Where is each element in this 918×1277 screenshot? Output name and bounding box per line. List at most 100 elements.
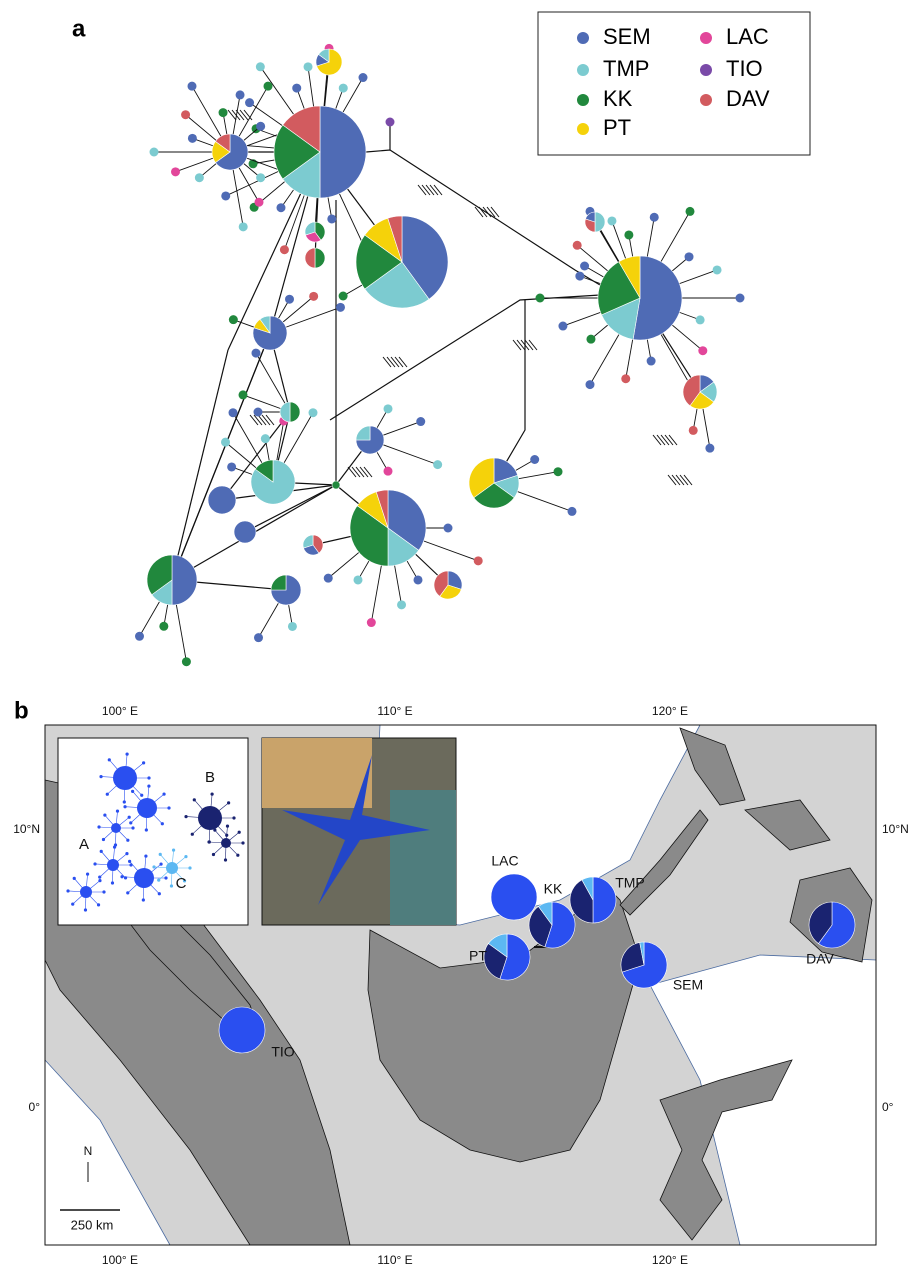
inset-node	[129, 821, 132, 824]
inset-node	[159, 863, 162, 866]
mutation-tick	[434, 185, 442, 195]
haplotype	[384, 467, 393, 476]
pie-slice	[356, 426, 370, 440]
mutation-tick	[475, 207, 483, 217]
mutation-tick	[258, 415, 266, 425]
inset-node	[125, 752, 128, 755]
mutation-tick	[491, 207, 499, 217]
inset-node	[114, 843, 117, 846]
inset-node	[107, 859, 119, 871]
haplotype	[304, 62, 313, 71]
inset-node	[191, 833, 194, 836]
edge	[172, 350, 228, 580]
map-label: B	[205, 769, 215, 786]
inset-node	[188, 866, 191, 869]
haplotype	[182, 657, 191, 666]
haplotype	[292, 84, 301, 93]
inset-node	[210, 792, 213, 795]
inset-node	[184, 855, 187, 858]
legend-swatch	[577, 123, 589, 135]
panel-label: b	[14, 697, 29, 724]
haplotype	[696, 315, 705, 324]
haplotype	[254, 633, 263, 642]
mutation-tick	[228, 110, 236, 120]
inset-node	[232, 816, 235, 819]
haplotype	[444, 524, 453, 533]
map-label: PT	[469, 948, 487, 964]
inset-node	[123, 800, 126, 803]
inset-node	[241, 841, 244, 844]
haplotype	[573, 241, 582, 250]
haplotype	[621, 374, 630, 383]
inset-node	[152, 865, 155, 868]
mutation-tick	[244, 110, 252, 120]
photo-coral	[262, 738, 372, 808]
legend-label: TIO	[726, 56, 763, 81]
inset-node	[111, 881, 114, 884]
inset-node	[97, 903, 100, 906]
inset-node	[144, 854, 147, 857]
haplotype	[567, 507, 576, 516]
mutation-tick	[391, 357, 399, 367]
inset-node	[123, 805, 126, 808]
figure: a SEMTMPKKPTLACTIODAV b 100° E100° E110°…	[0, 0, 918, 1272]
map-label: TIO	[271, 1044, 294, 1060]
legend-swatch	[700, 32, 712, 44]
inset-node	[147, 784, 150, 787]
inset-node	[100, 850, 103, 853]
mutation-tick	[657, 435, 665, 445]
haplotype	[324, 574, 333, 583]
inset-node	[159, 853, 162, 856]
haplotype	[624, 230, 633, 239]
haplotype	[354, 575, 363, 584]
inset-node	[157, 879, 160, 882]
mutation-tick	[240, 110, 248, 120]
inset-node	[73, 877, 76, 880]
map-label: LAC	[491, 853, 518, 869]
inset-node	[102, 838, 105, 841]
haplotype	[359, 73, 368, 82]
haplotype	[171, 167, 180, 176]
pie-slice	[315, 248, 325, 268]
inset-node	[226, 824, 229, 827]
pie	[219, 1007, 265, 1053]
map	[45, 725, 876, 1245]
map-label: 100° E	[102, 704, 138, 718]
pie	[208, 486, 236, 514]
inset-node	[103, 814, 106, 817]
mutation-tick	[665, 435, 673, 445]
inset-node	[102, 890, 105, 893]
inset-node	[158, 892, 161, 895]
map-label: 250 km	[71, 1217, 114, 1232]
map-label: SEM	[673, 977, 703, 993]
haplotype	[554, 467, 563, 476]
haplotype	[607, 216, 616, 225]
inset-node	[131, 790, 134, 793]
inset-node	[125, 852, 128, 855]
pie-slice	[172, 555, 197, 605]
map-label: A	[79, 836, 89, 853]
mutation-tick	[364, 467, 372, 477]
inset-node	[198, 806, 222, 830]
map-label: 0°	[882, 1100, 894, 1114]
mutation-tick	[669, 435, 677, 445]
haplotype	[327, 214, 336, 223]
mutation-tick	[360, 467, 368, 477]
haplotype	[536, 294, 545, 303]
map-label: 120° E	[652, 704, 688, 718]
haplotype	[188, 82, 197, 91]
mutation-tick	[250, 415, 258, 425]
inset-node	[84, 908, 87, 911]
inset-node	[106, 793, 109, 796]
haplotype	[252, 349, 261, 358]
haplotype	[705, 444, 714, 453]
inset-node	[172, 848, 175, 851]
legend-swatch	[700, 64, 712, 76]
haplotype	[181, 110, 190, 119]
inset-node	[207, 840, 210, 843]
haplotype	[264, 82, 273, 91]
haplotype	[150, 148, 159, 157]
haplotype	[254, 408, 263, 417]
mutation-tick	[348, 467, 356, 477]
inset-node	[167, 806, 170, 809]
